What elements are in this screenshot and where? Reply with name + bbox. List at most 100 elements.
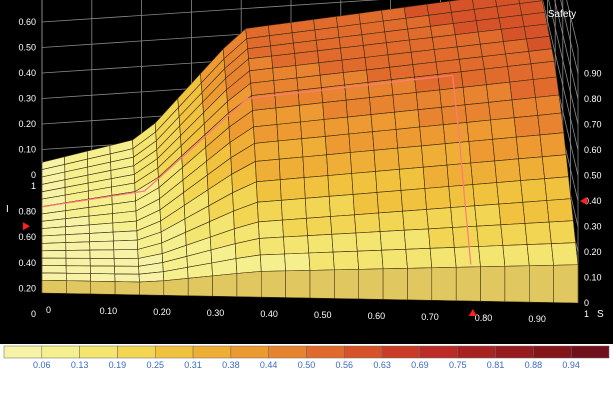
z-tick-right: 0 — [584, 298, 589, 308]
colorbar-swatch — [268, 345, 307, 359]
z-tick-right: 0.90 — [584, 69, 602, 79]
right-wall-hline — [542, 0, 579, 151]
surface-cell — [89, 265, 116, 275]
colorbar-label: 0.50 — [298, 360, 316, 370]
x-tick: 1 — [584, 309, 589, 319]
surface-cell — [442, 122, 470, 145]
surface-cell — [486, 81, 513, 103]
surface-cell — [283, 235, 310, 255]
surface-cell — [464, 102, 491, 123]
surface-cell — [372, 129, 399, 151]
colorbar-label: 0.94 — [562, 360, 580, 370]
surface-cell — [551, 242, 579, 266]
surface-cell — [453, 246, 481, 268]
surface-cell — [89, 231, 114, 243]
surface-cell — [496, 180, 524, 205]
surface-skirt — [382, 268, 408, 301]
i-marker-arrow — [23, 222, 30, 231]
surface-cell — [253, 124, 279, 144]
colorbar-swatch — [419, 345, 458, 359]
surface-cell — [298, 102, 325, 123]
surface-cell — [544, 176, 572, 201]
surface — [41, 0, 579, 304]
surface-cell — [328, 194, 355, 217]
colorbar-label: 0.75 — [449, 360, 467, 370]
x-tick: 0.20 — [153, 307, 171, 317]
surface-skirt — [529, 265, 554, 303]
colorbar-label: 0.69 — [411, 360, 429, 370]
surface-cell — [279, 177, 306, 201]
colorbar-label: 0.06 — [33, 360, 51, 370]
surface-cell — [89, 249, 115, 259]
surface-cell — [441, 104, 468, 126]
surface-cell — [112, 220, 138, 233]
x-tick: 0.40 — [260, 309, 278, 319]
surface-cell — [254, 140, 280, 162]
surface-cell — [307, 233, 334, 254]
x-tick: 0.60 — [368, 311, 386, 321]
surface-cell — [448, 184, 476, 208]
s-crosshair-line — [452, 75, 472, 265]
colorbar-label: 0.19 — [109, 360, 127, 370]
surface-cell — [522, 200, 550, 224]
surface-cell — [41, 234, 67, 244]
surface-cell — [332, 250, 360, 271]
s-marker-arrow — [468, 309, 477, 316]
surface-cell — [113, 249, 139, 259]
y-tick: 0 — [31, 309, 36, 319]
surface-cell — [356, 249, 384, 270]
surface-cell — [308, 251, 335, 271]
surface-cell — [546, 198, 574, 223]
surface-cell — [405, 247, 433, 269]
surface-cell — [394, 109, 421, 130]
surface-skirt — [480, 266, 506, 302]
surface-cell — [421, 143, 448, 168]
x-tick: 0.50 — [314, 310, 332, 320]
safety-marker-arrow — [580, 197, 587, 205]
y-tick: 1 — [31, 181, 36, 191]
surface-skirt — [407, 267, 433, 301]
z-tick-right: 0.30 — [584, 222, 602, 232]
x-axis-label: S — [597, 309, 604, 320]
surface-cell — [439, 86, 466, 108]
surface-cell — [526, 243, 554, 267]
surface-cell — [90, 273, 116, 282]
x-tick: 0.80 — [475, 313, 493, 323]
surface-cell — [65, 224, 90, 236]
colorbar-swatch — [344, 345, 383, 359]
surface-cell — [349, 149, 376, 174]
colorbar-swatch — [3, 345, 43, 359]
surface-skirt — [90, 280, 116, 295]
surface-cell — [437, 71, 464, 91]
colorbar-label: 0.38 — [222, 360, 240, 370]
chart-title: Safety — [548, 9, 576, 20]
surface-cell — [466, 119, 493, 142]
colorbar-swatch — [533, 345, 572, 359]
surface-cell — [65, 272, 92, 282]
z-tick-right: 0.20 — [584, 247, 602, 257]
colorbar-label: 0.25 — [146, 360, 164, 370]
x-tick: 0.70 — [421, 312, 439, 322]
colorbar-label: 0.13 — [71, 360, 89, 370]
surface-cell — [402, 209, 429, 231]
surface-cell — [498, 201, 526, 226]
surface-skirt — [163, 278, 189, 296]
surface-cell — [41, 257, 67, 267]
colorbar-swatch — [117, 345, 156, 359]
x-tick: 0.90 — [528, 314, 546, 324]
colorbar-swatch — [192, 345, 232, 359]
surface-cell — [322, 99, 348, 120]
z-tick-left: 0 — [31, 170, 36, 180]
surface-cell — [511, 97, 539, 119]
surface-cell — [257, 199, 283, 223]
surface-cell — [381, 248, 408, 270]
surface-cell — [417, 106, 444, 128]
surface-cell — [530, 60, 557, 80]
surface-cell — [375, 168, 402, 193]
surface-cell — [65, 241, 91, 251]
surface-cell — [302, 154, 329, 178]
surface-cell — [429, 247, 457, 269]
surface-cell — [403, 228, 431, 250]
i-crosshair-line — [41, 74, 453, 208]
surface-cell — [300, 119, 326, 140]
